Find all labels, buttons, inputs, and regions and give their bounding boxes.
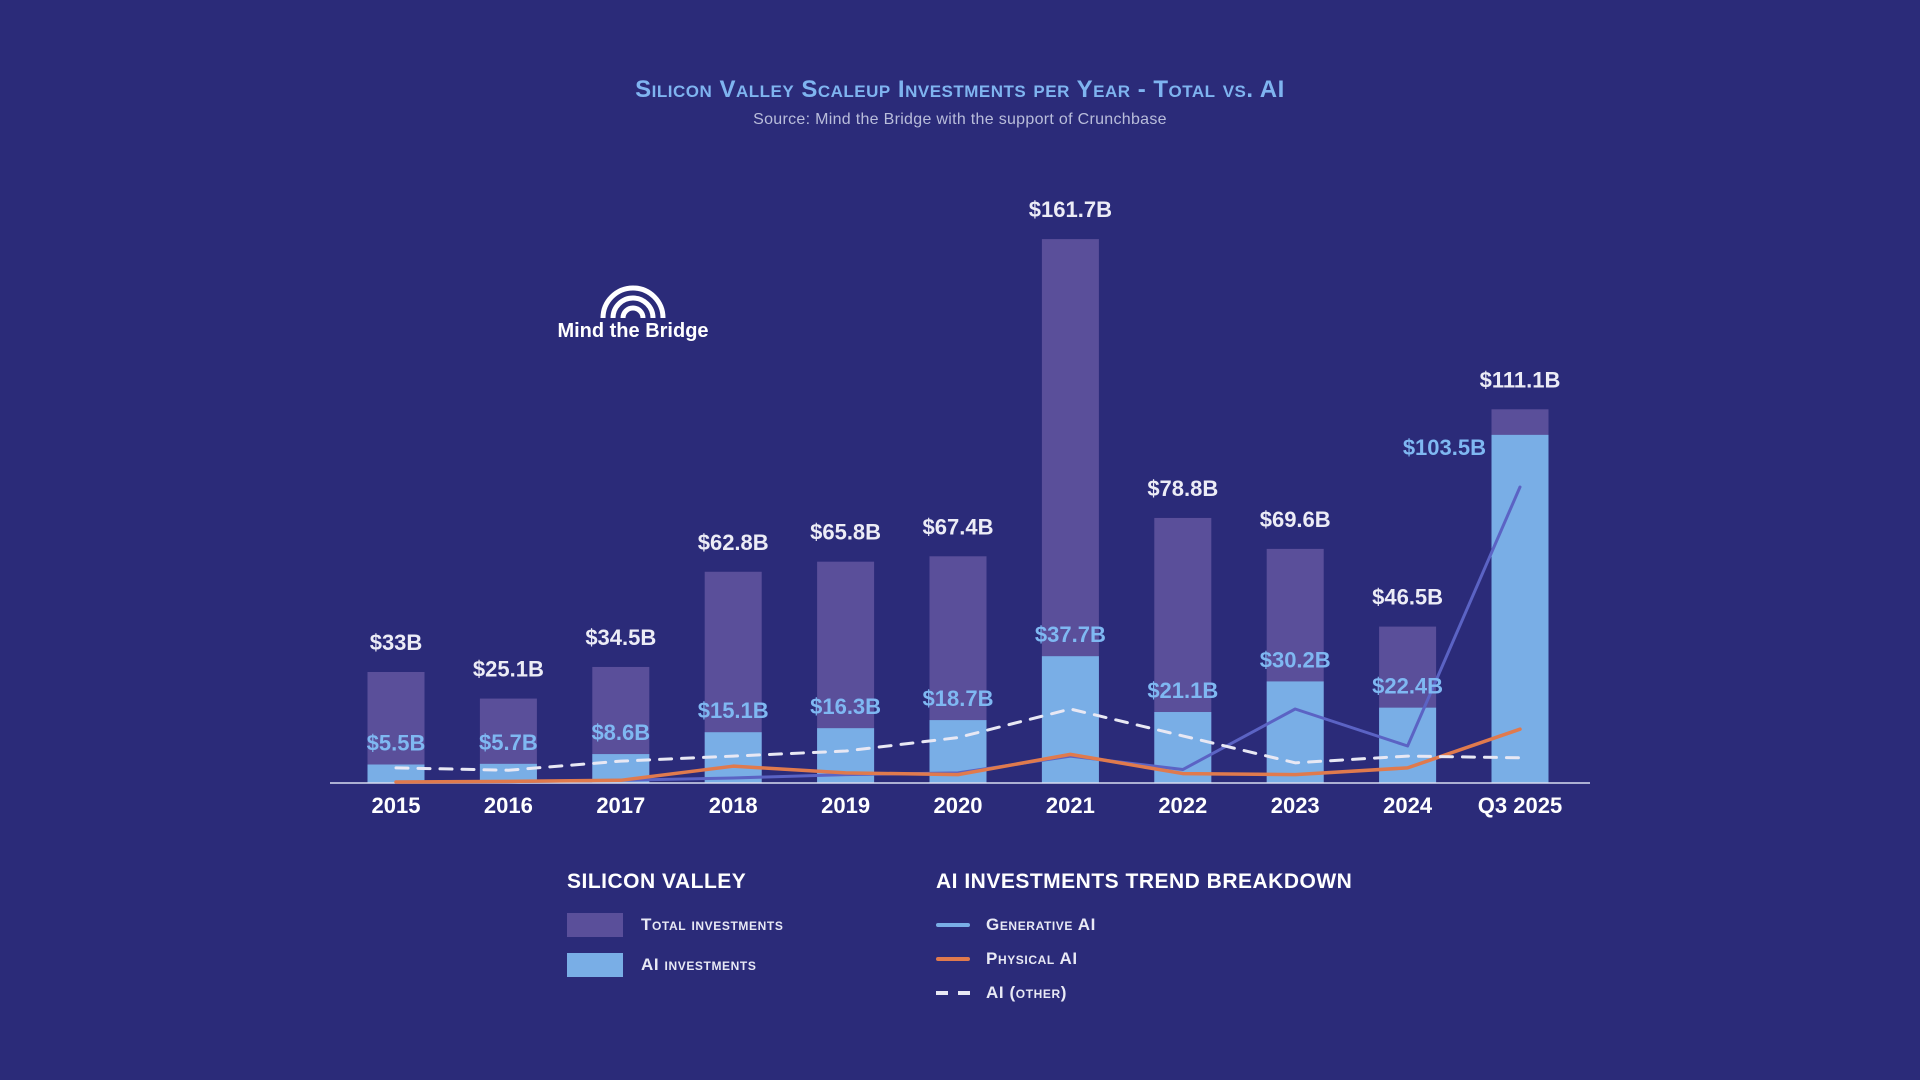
ai-value-label: $16.3B — [810, 694, 881, 719]
ai-bar — [1491, 434, 1549, 783]
bridge-arc-icon — [600, 285, 666, 319]
other-dash-swatch — [936, 991, 970, 995]
ai-value-label: $103.5B — [1403, 435, 1486, 460]
ai-value-label: $22.4B — [1372, 674, 1443, 699]
legend-label-other: AI (other) — [986, 983, 1068, 1002]
ai-value-label: $30.2B — [1260, 647, 1331, 672]
total-value-label: $69.6B — [1260, 507, 1331, 532]
ai-value-label: $21.1B — [1147, 678, 1218, 703]
chart-title: Silicon Valley Scaleup Investments per Y… — [635, 76, 1285, 103]
total-value-label: $111.1B — [1480, 367, 1561, 392]
legend-item-other: AI (other) — [936, 976, 1352, 1010]
total-value-label: $161.7B — [1029, 197, 1112, 222]
total-value-label: $62.8B — [698, 530, 769, 555]
x-tick-label: 2015 — [372, 793, 421, 818]
mind-the-bridge-logo: Mind the Bridge — [548, 280, 718, 343]
ai-bar — [1041, 656, 1099, 783]
total-value-label: $67.4B — [923, 514, 994, 539]
ai-bar — [1266, 681, 1324, 783]
trend-line-ai-other — [394, 707, 1522, 772]
legend-ai-trend: AI INVESTMENTS TREND BREAKDOWN Generativ… — [936, 870, 1352, 1010]
x-tick-label: 2018 — [709, 793, 758, 818]
legend-label-physical: Physical AI — [986, 949, 1078, 968]
ai-value-label: $37.7B — [1035, 622, 1106, 647]
x-tick-label: 2023 — [1271, 793, 1320, 818]
ai-value-label: $5.7B — [479, 730, 538, 755]
legend-item-total: Total investments — [567, 908, 783, 942]
x-tick-label: 2024 — [1383, 793, 1433, 818]
total-value-label: $34.5B — [585, 625, 656, 650]
x-tick-label: 2016 — [484, 793, 533, 818]
total-value-label: $33B — [370, 630, 423, 655]
x-tick-label: 2021 — [1046, 793, 1095, 818]
total-value-label: $46.5B — [1372, 585, 1443, 610]
legend-label-ai: AI investments — [641, 955, 757, 974]
x-tick-label: 2019 — [821, 793, 870, 818]
x-tick-label: Q3 2025 — [1478, 793, 1562, 818]
generative-line-swatch — [936, 923, 970, 927]
total-value-label: $25.1B — [473, 657, 544, 682]
x-tick-label: 2020 — [934, 793, 983, 818]
chart-subtitle: Source: Mind the Bridge with the support… — [753, 111, 1167, 128]
logo-text: Mind the Bridge — [557, 320, 709, 342]
legend-heading-ai-trend: AI INVESTMENTS TREND BREAKDOWN — [936, 870, 1353, 893]
total-value-label: $65.8B — [810, 520, 881, 545]
legend-label-generative: Generative AI — [986, 915, 1096, 934]
total-swatch — [567, 913, 623, 937]
legend-item-physical: Physical AI — [936, 942, 1352, 976]
total-value-label: $78.8B — [1147, 476, 1218, 501]
ai-value-label: $15.1B — [698, 698, 769, 723]
legend-silicon-valley: SILICON VALLEY Total investments AI inve… — [567, 870, 783, 982]
legend-heading-silicon-valley: SILICON VALLEY — [567, 870, 747, 893]
legend-label-total: Total investments — [641, 915, 784, 934]
physical-line-swatch — [936, 957, 970, 961]
ai-value-label: $5.5B — [367, 731, 426, 756]
ai-bar — [367, 764, 425, 783]
legend-item-ai: AI investments — [567, 948, 783, 982]
ai-swatch — [567, 953, 623, 977]
x-tick-label: 2022 — [1158, 793, 1207, 818]
ai-value-label: $18.7B — [923, 686, 994, 711]
legend-item-generative: Generative AI — [936, 908, 1352, 942]
trend-line-physical-ai — [394, 727, 1522, 784]
x-tick-label: 2017 — [596, 793, 645, 818]
ai-value-label: $8.6B — [591, 720, 650, 745]
